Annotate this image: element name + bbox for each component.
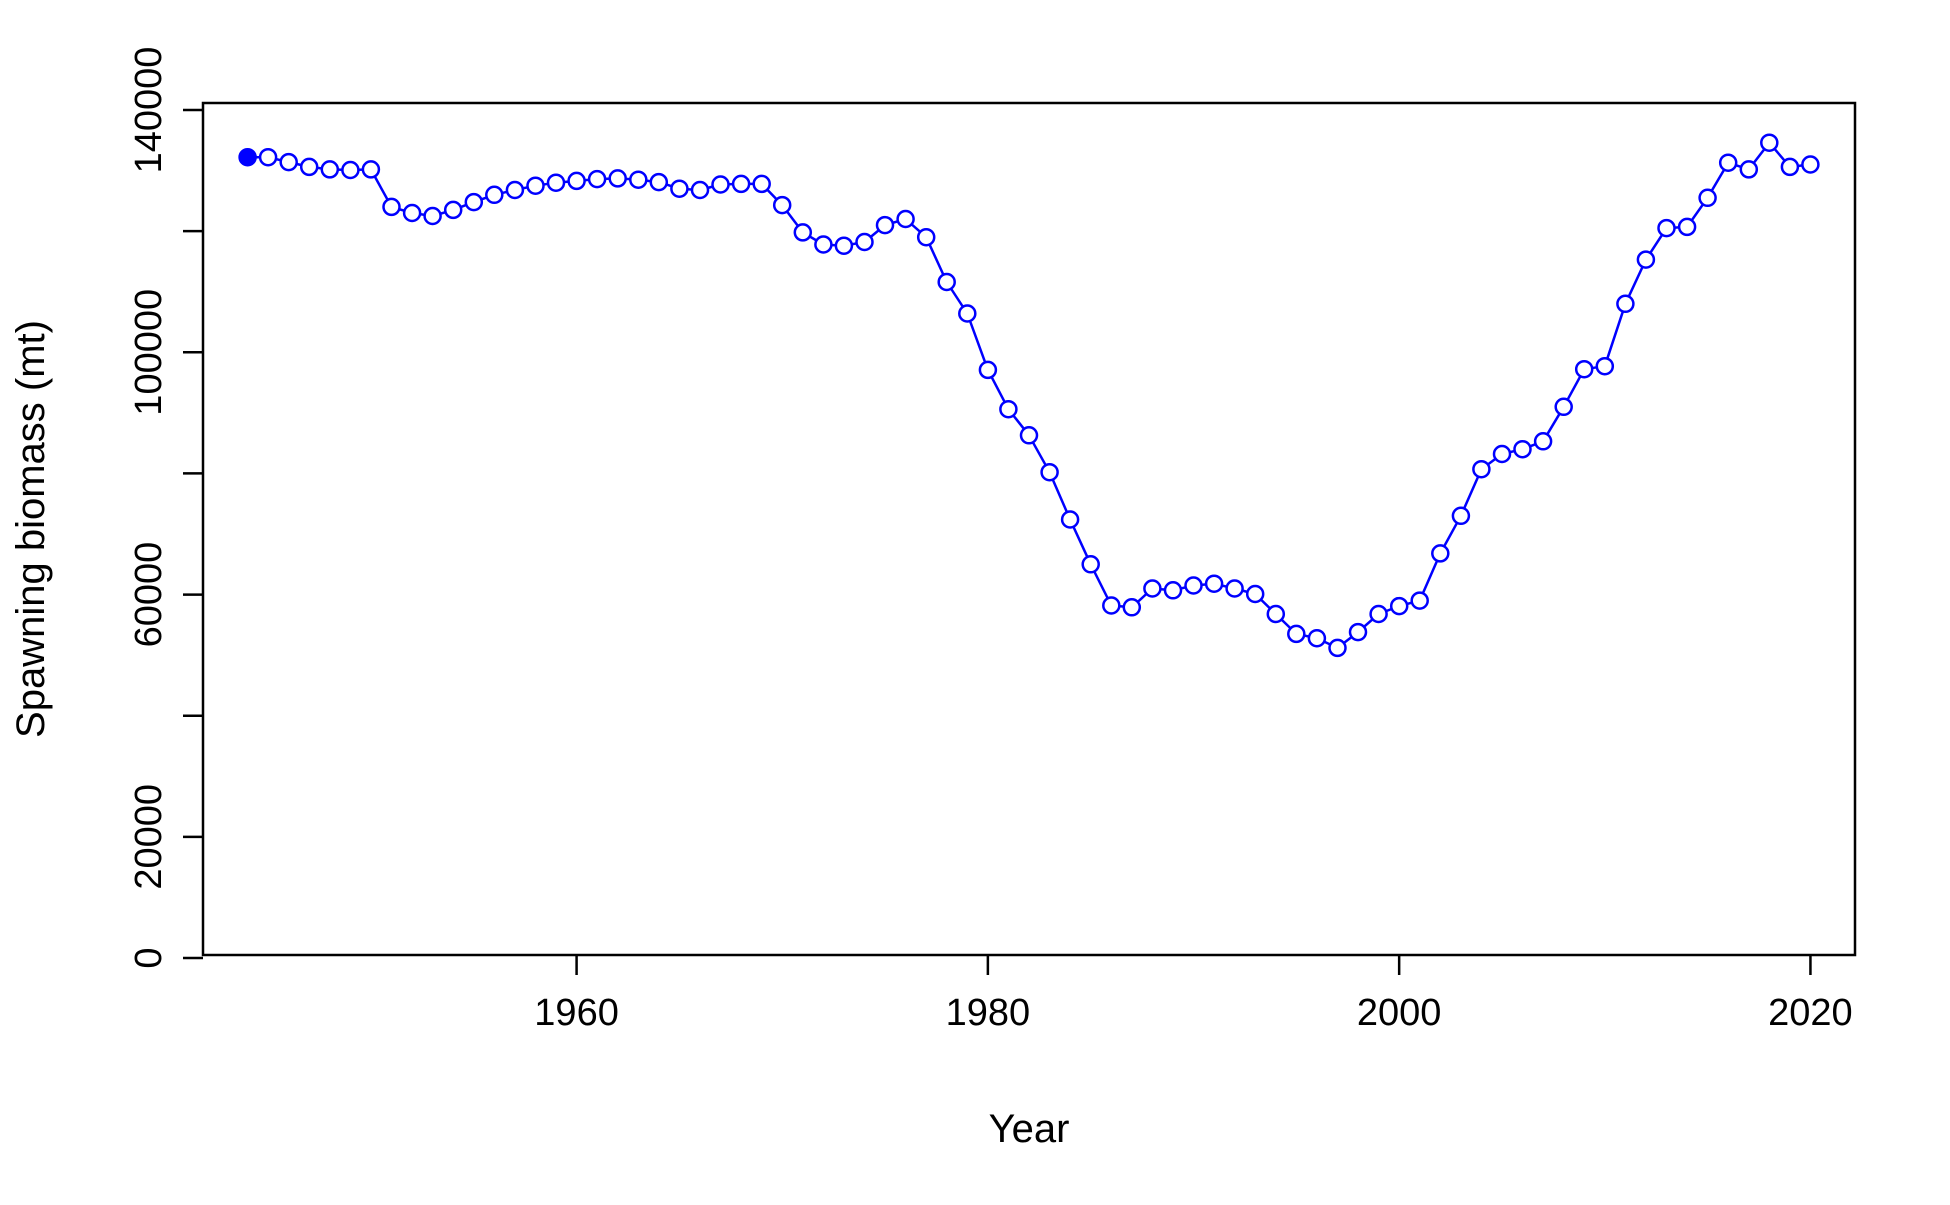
- data-point: [1102, 596, 1121, 615]
- data-point: [731, 174, 751, 194]
- data-point: [1636, 250, 1656, 269]
- data-point: [958, 304, 977, 323]
- data-point: [1739, 160, 1759, 179]
- data-point: [279, 152, 298, 172]
- data-point: [341, 160, 360, 180]
- data-point: [937, 272, 956, 292]
- data-point: [258, 147, 278, 167]
- x-tick-label: 1980: [946, 992, 1031, 1034]
- series-layer: [238, 133, 1820, 658]
- y-tick-label: 0: [128, 947, 170, 968]
- data-point: [1122, 598, 1142, 617]
- data-point: [443, 200, 463, 220]
- data-point: [670, 179, 689, 198]
- data-point: [1780, 157, 1800, 177]
- data-point: [526, 176, 545, 195]
- data-point: [629, 170, 648, 189]
- data-point: [546, 173, 566, 192]
- data-point: [1225, 579, 1244, 598]
- data-point: [485, 185, 504, 205]
- plot-frame: [201, 101, 1857, 957]
- y-tick-label: 100000: [128, 289, 170, 416]
- data-point: [1595, 356, 1615, 376]
- x-axis: 1960 1980 2000 2020: [534, 955, 1853, 1034]
- data-point: [1019, 426, 1039, 445]
- y-tick-label: 60000: [128, 542, 170, 648]
- data-point: [1492, 444, 1512, 464]
- data-point: [855, 232, 874, 252]
- data-point: [1204, 574, 1224, 593]
- data-point: [1245, 584, 1265, 604]
- y-tick-label: 20000: [128, 784, 170, 890]
- x-tick-label: 2000: [1357, 992, 1442, 1034]
- data-point: [1060, 510, 1080, 529]
- data-point: [1451, 506, 1471, 526]
- data-point: [814, 235, 833, 254]
- data-point: [1081, 555, 1100, 574]
- data-point: [1760, 133, 1779, 152]
- data-point: [1287, 624, 1306, 644]
- data-point: [999, 399, 1018, 419]
- x-axis-title: Year: [989, 1107, 1070, 1151]
- data-point: [978, 360, 998, 380]
- data-point: [1574, 359, 1594, 379]
- data-point: [793, 223, 813, 242]
- data-point: [608, 169, 627, 188]
- data-point: [587, 169, 607, 189]
- data-point: [752, 174, 771, 194]
- data-point: [1677, 217, 1697, 237]
- data-point: [875, 215, 895, 235]
- data-point: [299, 157, 319, 177]
- data-point: [1513, 439, 1532, 459]
- data-point: [649, 172, 669, 192]
- data-point: [1369, 604, 1388, 624]
- data-point: [1472, 459, 1491, 479]
- data-point: [772, 195, 792, 215]
- data-point: [711, 175, 730, 194]
- data-point: [916, 227, 936, 247]
- y-axis: 0 20000 60000 100000 140000: [128, 47, 203, 969]
- data-point: [1307, 628, 1327, 648]
- data-point: [896, 209, 915, 229]
- series-line: [247, 141, 1811, 650]
- data-point: [834, 236, 854, 255]
- data-point: [1533, 432, 1553, 451]
- data-point: [464, 192, 484, 212]
- data-point: [1698, 188, 1717, 208]
- data-point: [1410, 591, 1429, 610]
- y-tick-label: 140000: [128, 47, 170, 174]
- data-point: [423, 206, 442, 226]
- y-axis-title: Spawning biomass (mt): [9, 320, 53, 738]
- data-point: [1348, 622, 1368, 642]
- data-point: [382, 197, 401, 217]
- x-tick-label: 1960: [534, 992, 619, 1034]
- data-point: [1616, 294, 1635, 314]
- data-point: [1718, 153, 1738, 172]
- data-point: [1163, 581, 1183, 600]
- data-point: [1431, 544, 1450, 563]
- data-point: [361, 160, 381, 179]
- data-point: [567, 171, 586, 191]
- x-tick-label: 2020: [1768, 992, 1853, 1034]
- data-point: [1040, 462, 1059, 482]
- data-point: [1184, 576, 1203, 595]
- data-point: [1143, 579, 1162, 598]
- data-point-initial: [238, 147, 257, 167]
- data-point: [1266, 604, 1286, 624]
- data-point: [690, 180, 710, 200]
- data-point: [1328, 638, 1347, 658]
- data-point: [402, 203, 422, 223]
- data-point: [1801, 155, 1820, 174]
- data-point: [1657, 218, 1676, 238]
- data-point: [1389, 596, 1409, 616]
- data-point: [320, 160, 340, 179]
- data-point: [505, 180, 525, 200]
- data-point: [1554, 397, 1573, 417]
